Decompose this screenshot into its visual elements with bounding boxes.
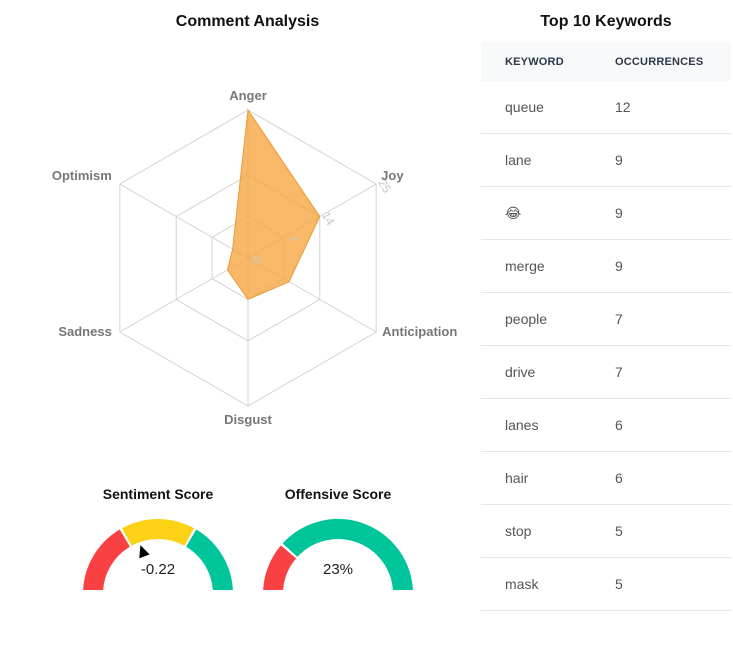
keywords-table: KEYWORD OCCURRENCES queue 12 lane 9 😂 9 merge 9…: [481, 42, 731, 611]
radar-tick-label: 14: [319, 209, 338, 228]
table-row: lane 9: [481, 133, 731, 187]
offensive-gauge-arc: [263, 519, 413, 590]
sentiment-gauge-band: [83, 529, 131, 590]
radar-spoke: [119, 183, 249, 259]
occurrences-cell: 5: [591, 504, 731, 558]
occurrences-cell: 7: [591, 345, 731, 399]
keyword-cell: lane: [481, 133, 591, 187]
keyword-cell: lanes: [481, 398, 591, 452]
table-header-row: KEYWORD OCCURRENCES: [481, 42, 731, 81]
occurrences-cell: 9: [591, 186, 731, 240]
occurrences-cell: 5: [591, 557, 731, 611]
table-row: drive 7: [481, 345, 731, 399]
offensive-gauge-title: Offensive Score: [284, 486, 392, 502]
keyword-cell: merge: [481, 239, 591, 293]
sentiment-gauge-arc: [83, 519, 233, 590]
occurrences-cell: 7: [591, 292, 731, 346]
table-row: lanes 6: [481, 398, 731, 452]
table-row: mask 5: [481, 557, 731, 611]
radar-axis-label-joy: Joy: [381, 168, 404, 183]
radar-chart: 071425AngerJoyAnticipationDisgustSadness…: [52, 88, 457, 427]
keyword-cell: hair: [481, 451, 591, 505]
offensive-gauge-value: 23%: [322, 561, 354, 578]
table-row: people 7: [481, 292, 731, 346]
radar-axis-label-sadness: Sadness: [58, 324, 111, 339]
occurrences-cell: 9: [591, 133, 731, 187]
table-row: stop 5: [481, 504, 731, 558]
radar-spoke: [119, 257, 249, 333]
sentiment-gauge-title: Sentiment Score: [102, 486, 214, 502]
radar-axis-label-disgust: Disgust: [224, 412, 272, 427]
sentiment-gauge-band: [121, 519, 195, 546]
occurrences-cell: 9: [591, 239, 731, 293]
sentiment-gauge-value: -0.22: [140, 561, 176, 578]
keyword-column-header: KEYWORD: [481, 42, 591, 81]
sentiment-gauge-needle: [139, 545, 150, 559]
radar-axis-label-anticipation: Anticipation: [382, 324, 457, 339]
table-row: 😂 9: [481, 186, 731, 240]
table-row: hair 6: [481, 451, 731, 505]
keywords-table-title: Top 10 Keywords: [540, 13, 672, 30]
offensive-gauge-filled: [263, 545, 297, 590]
radar-data-area: [226, 108, 321, 301]
radar-tick-label: 25: [375, 177, 394, 196]
table-row: merge 9: [481, 239, 731, 293]
offensive-gauge-remaining: [282, 519, 413, 590]
occurrences-cell: 6: [591, 451, 731, 505]
radar-chart-title: Comment Analysis: [175, 13, 320, 30]
keyword-cell: mask: [481, 557, 591, 611]
radar-axis-label-optimism: Optimism: [52, 168, 112, 183]
keyword-cell: drive: [481, 345, 591, 399]
occurrences-column-header: OCCURRENCES: [591, 42, 731, 81]
radar-axis-label-anger: Anger: [229, 88, 267, 103]
keyword-cell: stop: [481, 504, 591, 558]
occurrences-cell: 6: [591, 398, 731, 452]
keyword-cell: queue: [481, 81, 591, 134]
keyword-cell: people: [481, 292, 591, 346]
table-row: queue 12: [481, 81, 731, 134]
keyword-cell: 😂: [481, 186, 591, 240]
offensive-gauge: Offensive Score 23%: [258, 486, 418, 590]
occurrences-cell: 12: [591, 81, 731, 134]
sentiment-gauge-band: [185, 529, 233, 590]
sentiment-gauge: Sentiment Score -0.22: [78, 486, 238, 590]
